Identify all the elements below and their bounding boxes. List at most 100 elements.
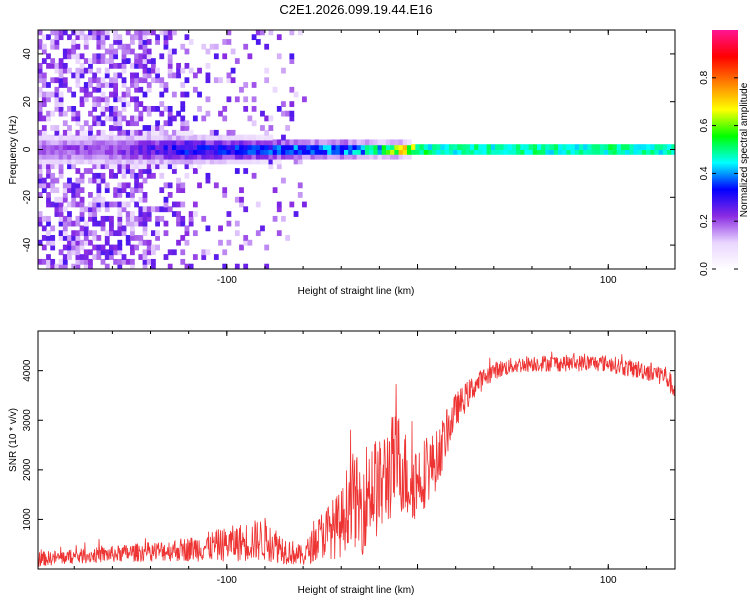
spectrogram-cell (83, 67, 89, 74)
spectrogram-cell (159, 144, 165, 150)
spectrogram-cell (38, 43, 43, 50)
spectrogram-cell (184, 62, 190, 69)
spectrogram-cell (239, 149, 244, 155)
spectrogram-cell (369, 139, 374, 146)
spectrogram-cell (155, 105, 160, 112)
spectrogram-cell (222, 139, 228, 146)
spectrogram-cell (121, 168, 127, 174)
spectrogram-cell (167, 58, 173, 64)
spectrogram-cell (289, 101, 295, 107)
spectrogram-cell (637, 149, 643, 155)
spectrogram-cell (62, 139, 68, 146)
spectrogram-cell (75, 158, 81, 165)
spectrogram-cell (67, 158, 72, 165)
spectrogram-cell (289, 139, 295, 146)
spectrogram-cell (306, 153, 312, 160)
spectrogram-cell (38, 67, 43, 74)
spectrogram-cell (96, 201, 102, 208)
spectrogram-cell (67, 182, 72, 189)
spectrogram-cell (100, 120, 106, 127)
spectrogram-cell (281, 149, 286, 155)
spectrogram-cell (71, 158, 77, 165)
spectrogram-cell (88, 149, 93, 155)
spectrogram-cell (58, 30, 64, 36)
spectrogram-cell (171, 168, 177, 174)
spectrogram-cell (251, 120, 257, 127)
spectrogram-cell (125, 101, 131, 107)
spectrogram-cell (130, 215, 135, 222)
spectrogram-cell (213, 182, 219, 189)
spectrogram-cell (58, 34, 64, 41)
spectrogram-cell (50, 77, 56, 84)
spectrogram-cell (125, 48, 131, 55)
spectrogram-cell (289, 153, 295, 160)
spectrogram-cell (67, 201, 72, 208)
spectrogram-cell (75, 144, 81, 150)
spectrogram-cell (62, 187, 68, 194)
spectrogram-cell (616, 144, 622, 150)
spectrogram-cell (226, 220, 232, 227)
spectrogram-cell (79, 139, 85, 146)
spectrogram-cell (176, 144, 181, 150)
spectrogram-cell (188, 163, 194, 170)
spectrogram-cell (192, 86, 198, 93)
spectrogram-cell (113, 48, 119, 55)
spectrogram-cell (167, 62, 173, 69)
spectrogram-cell (142, 53, 148, 60)
spectrogram-cell (121, 158, 127, 165)
spectrogram-cell (209, 153, 215, 160)
spectrogram-cell (92, 96, 98, 103)
spectrogram-cell (411, 149, 416, 155)
spectrogram-cell (184, 230, 190, 237)
spectrogram-cell (331, 139, 337, 146)
spectrogram-cell (201, 43, 207, 50)
spectrogram-cell (113, 120, 119, 127)
spectrogram-cell (272, 153, 278, 160)
spectrogram-cell (423, 144, 429, 150)
spectrogram-cell (209, 139, 215, 146)
spectrogram-cell (360, 144, 366, 150)
spectrogram-cell (38, 91, 43, 98)
spectrogram-cell (398, 153, 404, 160)
spectrogram-cell (171, 144, 177, 150)
spectrogram-cell (138, 206, 144, 213)
spectrogram-cell (247, 239, 253, 246)
spectrogram-cell (524, 149, 530, 155)
spectrogram-cell (117, 34, 123, 41)
spectrogram-cell (75, 30, 81, 36)
spectrogram-cell (67, 163, 72, 170)
spectrogram-cell (125, 86, 131, 93)
spectrogram-cell (159, 139, 165, 146)
spectrogram-cell (570, 149, 576, 155)
spectrogram-cell (625, 144, 630, 150)
spectrogram-cell (226, 77, 232, 84)
spectrogram-cell (222, 134, 228, 141)
spectrogram-cell (268, 153, 274, 160)
spectrogram-cell (318, 144, 324, 150)
spectrogram-cell (142, 153, 148, 160)
spectrogram-cell (201, 134, 207, 141)
spectrogram-cell (167, 182, 173, 189)
spectrogram-cell (100, 215, 106, 222)
spectrogram-cell (281, 177, 286, 184)
spectrogram-cell (134, 201, 139, 208)
spectrogram-cell (142, 215, 148, 222)
spectrogram-cell (230, 153, 236, 160)
spectrogram-cell (192, 139, 198, 146)
spectrogram-cell (222, 115, 228, 122)
spectrogram-cell (71, 139, 77, 146)
spectrogram-cell (100, 220, 106, 227)
spectrogram-cell (230, 158, 236, 165)
spectrogram-cell (117, 230, 123, 237)
spectrogram-cell (67, 53, 72, 60)
spectrogram-cell (188, 134, 194, 141)
spectrogram-cell (243, 105, 249, 112)
spectrogram-cell (201, 115, 207, 122)
spectrogram-cell (146, 249, 152, 256)
spectrogram-cell (75, 249, 81, 256)
spectrogram-cell (54, 149, 60, 155)
spectrogram-cell (293, 153, 299, 160)
spectrogram-cell (50, 244, 56, 251)
spectrogram-cell (104, 82, 110, 88)
